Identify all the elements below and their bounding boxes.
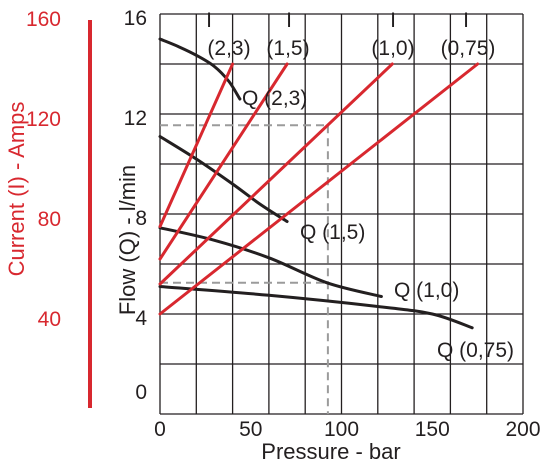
y-tick-label: 12 [124, 107, 147, 130]
flow-curve-label: Q (1,0) [394, 279, 459, 302]
current-tick-label: 40 [38, 308, 61, 331]
current-line-label: I [286, 9, 292, 32]
current-tick-label: 80 [38, 208, 61, 231]
current-line [158, 62, 289, 261]
flow-curve [158, 135, 289, 223]
y-tick-label: 4 [135, 307, 147, 330]
pressure-axis-title: Pressure - bar [261, 439, 400, 464]
current-line-label: I [390, 9, 396, 32]
flow-curve [158, 37, 242, 101]
current-line [158, 62, 394, 286]
current-line [158, 62, 480, 316]
x-tick-label: 50 [239, 418, 262, 441]
current-line-sublabel: (0,75) [441, 37, 496, 60]
flow-curves [158, 37, 474, 330]
current-lines [158, 62, 480, 316]
flow-curve-label: Q (0,75) [437, 339, 514, 362]
current-tick-label: 160 [26, 8, 61, 31]
flow-axis-title: Flow (Q) - l/min [115, 165, 140, 315]
flow-curve [158, 226, 383, 298]
reading-guides [160, 124, 329, 414]
y-tick-label: 0 [135, 381, 147, 404]
x-tick-label: 200 [505, 418, 540, 441]
flow-curve [158, 285, 474, 330]
current-line-label: I [463, 9, 469, 32]
current-axis-title: Current (I) - Amps [4, 102, 29, 277]
current-line-sublabel: (1,0) [371, 37, 414, 60]
current-line-label: I [206, 9, 212, 32]
current-tick-label: 120 [26, 108, 61, 131]
current-line [158, 62, 235, 228]
x-tick-label: 100 [324, 418, 359, 441]
y-tick-label: 16 [124, 7, 147, 30]
flow-curve-label: Q (2,3) [242, 87, 307, 110]
series-labels: Q (2,3) Q (1,5) Q (1,0) Q (0,75) I (2,3) I (1,5… [206, 9, 514, 362]
x-tick-label: 150 [415, 418, 450, 441]
x-tick-label: 0 [154, 418, 166, 441]
flow-curve-label: Q (1,5) [300, 221, 365, 244]
current-line-sublabel: (1,5) [266, 37, 309, 60]
current-line-sublabel: (2,3) [207, 37, 250, 60]
y-tick-label: 8 [135, 207, 147, 230]
